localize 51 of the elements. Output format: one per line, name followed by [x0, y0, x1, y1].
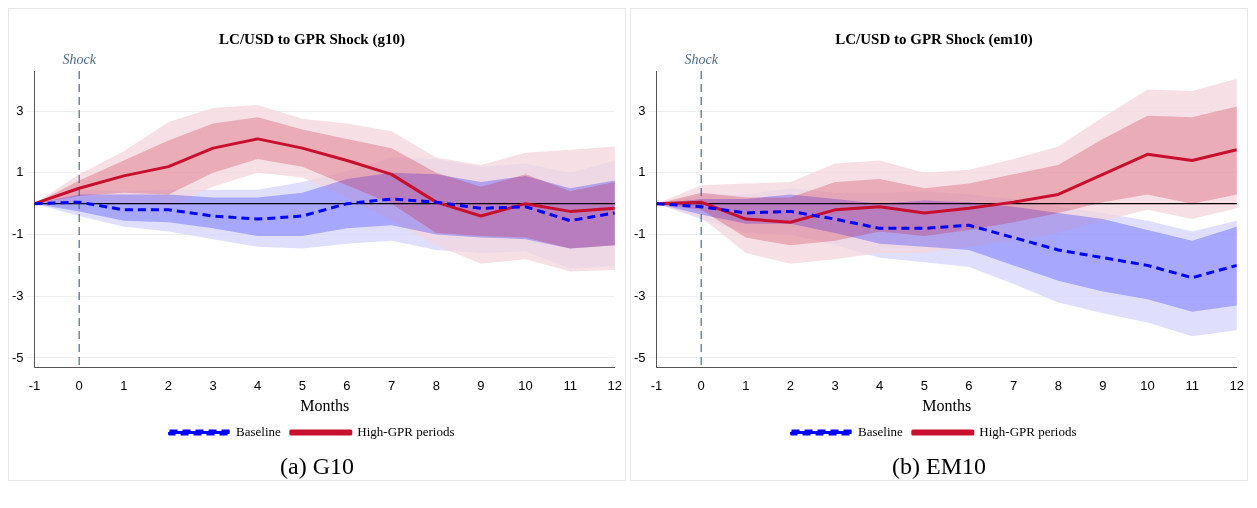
x-tick-label: 10	[518, 377, 533, 393]
x-tick-label: 1	[120, 377, 128, 393]
y-tick-label: -1	[12, 226, 24, 242]
x-axis-title: Months	[922, 396, 972, 414]
line-series	[34, 197, 615, 223]
y-tick-label: 3	[638, 102, 646, 118]
legend-label: High-GPR periods	[357, 423, 455, 439]
x-tick-label: 9	[1099, 377, 1107, 393]
x-tick-label: 2	[786, 377, 795, 393]
y-tick-label: 1	[16, 164, 24, 180]
legend-label: Baseline	[236, 423, 282, 439]
x-tick-label: -1	[28, 377, 41, 393]
x-tick-label: 6	[965, 377, 973, 393]
y-tick-label: -5	[634, 349, 646, 365]
ref-line-label: Shock	[684, 51, 719, 67]
x-tick-label: 11	[563, 377, 577, 393]
y-tick-label: -3	[12, 287, 24, 303]
x-tick-label: 5	[920, 377, 928, 393]
y-tick-label: 3	[16, 102, 24, 118]
y-tick-label: -1	[634, 226, 646, 242]
legend-label: Baseline	[858, 423, 904, 439]
x-tick-label: -1	[650, 377, 663, 393]
legend-label: High-GPR periods	[979, 423, 1077, 439]
y-tick-label: -3	[634, 287, 646, 303]
x-tick-label: 3	[209, 377, 217, 393]
chart-title: LC/USD to GPR Shock (g10)	[219, 30, 405, 48]
text: (a) G10	[279, 453, 355, 480]
x-tick-label: 4	[254, 377, 262, 393]
ref-line-label: Shock	[62, 51, 97, 67]
x-tick-label: 7	[1009, 377, 1018, 393]
x-tick-label: 4	[876, 377, 884, 393]
x-tick-label: 0	[75, 377, 83, 393]
x-tick-label: 12	[1229, 377, 1244, 393]
x-tick-label: 11	[1185, 377, 1199, 393]
x-tick-label: 1	[742, 377, 750, 393]
x-tick-label: 8	[1054, 377, 1062, 393]
x-tick-label: 7	[387, 377, 396, 393]
x-tick-label: 0	[697, 377, 705, 393]
x-tick-label: 8	[432, 377, 440, 393]
chart-title: LC/USD to GPR Shock (em10)	[835, 30, 1033, 48]
text: (b) EM10	[891, 453, 987, 480]
x-tick-label: 2	[164, 377, 173, 393]
x-tick-label: 3	[831, 377, 839, 393]
x-tick-label: 6	[343, 377, 351, 393]
x-tick-label: 12	[607, 377, 622, 393]
x-tick-label: 9	[477, 377, 485, 393]
x-tick-label: 10	[1140, 377, 1155, 393]
y-tick-label: 1	[638, 164, 646, 180]
x-tick-label: 5	[298, 377, 306, 393]
y-tick-label: -5	[12, 349, 24, 365]
x-axis-title: Months	[300, 396, 350, 414]
